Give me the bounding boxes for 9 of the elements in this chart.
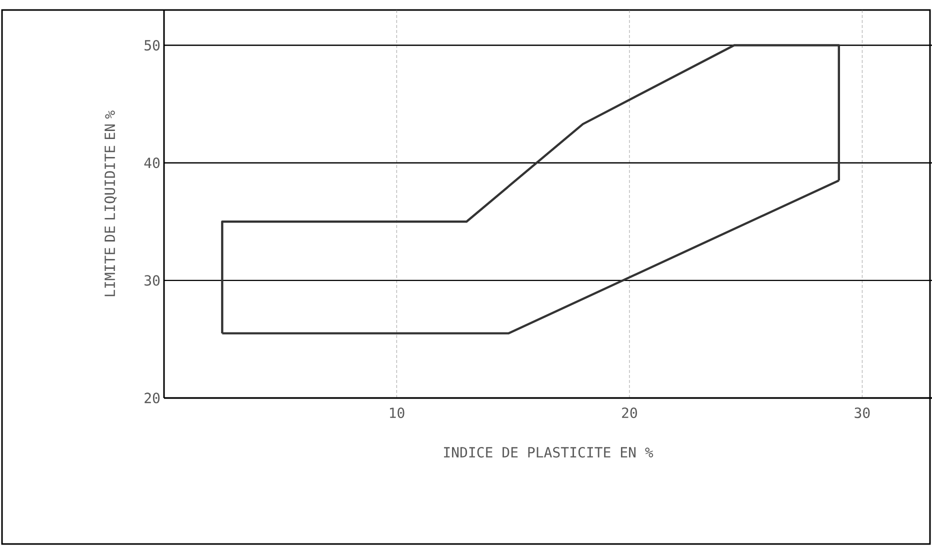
y-tick-label: 30 xyxy=(144,275,160,286)
x-axis-title: INDICE DE PLASTICITE EN % xyxy=(444,446,654,458)
x-tick-label: 10 xyxy=(390,408,404,418)
y-tick-label: 50 xyxy=(144,40,160,51)
y-tick-label: 40 xyxy=(144,158,160,168)
y-axis-title: LIMITE DE LIQUIDITE EN % xyxy=(104,110,117,296)
x-tick-label: 30 xyxy=(854,408,870,418)
y-tick-label: 20 xyxy=(144,392,160,404)
x-tick-label: 20 xyxy=(622,408,637,418)
